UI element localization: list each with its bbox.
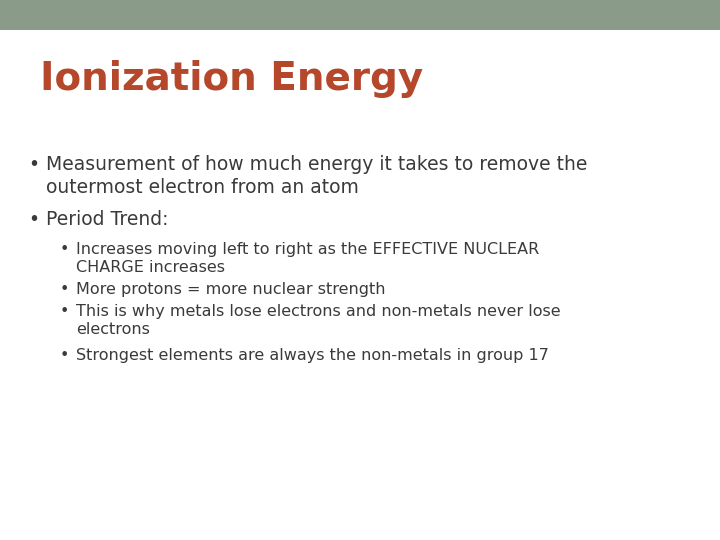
Text: outermost electron from an atom: outermost electron from an atom: [46, 178, 359, 197]
Text: •: •: [28, 210, 39, 229]
Text: Measurement of how much energy it takes to remove the: Measurement of how much energy it takes …: [46, 155, 588, 174]
Text: Ionization Energy: Ionization Energy: [40, 60, 423, 98]
Text: •: •: [60, 282, 69, 297]
Text: electrons: electrons: [76, 322, 150, 337]
Text: •: •: [60, 304, 69, 319]
Text: CHARGE increases: CHARGE increases: [76, 260, 225, 275]
Text: Period Trend:: Period Trend:: [46, 210, 168, 229]
Text: More protons = more nuclear strength: More protons = more nuclear strength: [76, 282, 385, 297]
Text: Increases moving left to right as the EFFECTIVE NUCLEAR: Increases moving left to right as the EF…: [76, 242, 539, 257]
Text: Strongest elements are always the non-metals in group 17: Strongest elements are always the non-me…: [76, 348, 549, 363]
Text: This is why metals lose electrons and non-metals never lose: This is why metals lose electrons and no…: [76, 304, 561, 319]
Text: •: •: [28, 155, 39, 174]
Text: •: •: [60, 242, 69, 257]
Text: •: •: [60, 348, 69, 363]
Bar: [0, 0, 720, 30]
